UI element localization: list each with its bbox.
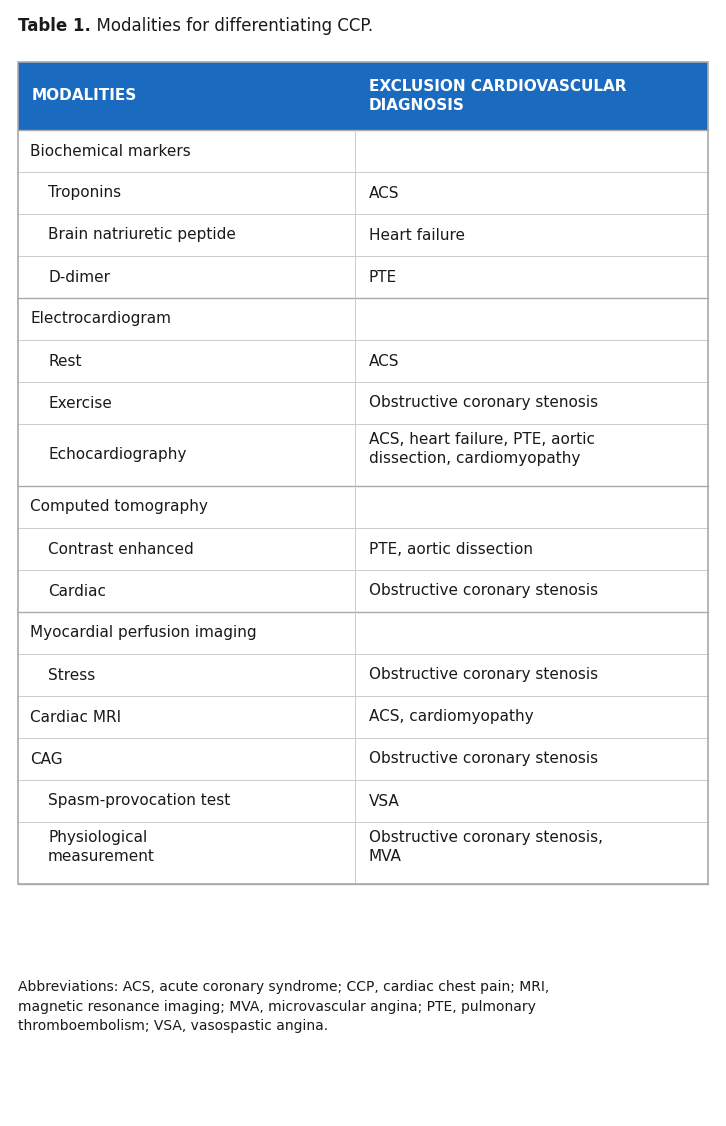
Bar xyxy=(18,62,708,884)
Text: PTE, aortic dissection: PTE, aortic dissection xyxy=(369,542,533,556)
Text: Brain natriuretic peptide: Brain natriuretic peptide xyxy=(48,227,236,242)
Bar xyxy=(18,62,708,129)
Text: Physiological
measurement: Physiological measurement xyxy=(48,830,155,864)
Text: Spasm-provocation test: Spasm-provocation test xyxy=(48,794,230,808)
Text: Contrast enhanced: Contrast enhanced xyxy=(48,542,194,556)
Text: Obstructive coronary stenosis: Obstructive coronary stenosis xyxy=(369,668,598,682)
Text: Obstructive coronary stenosis: Obstructive coronary stenosis xyxy=(369,395,598,411)
Text: Echocardiography: Echocardiography xyxy=(48,447,187,463)
Text: Abbreviations: ACS, acute coronary syndrome; CCP, cardiac chest pain; MRI,
magne: Abbreviations: ACS, acute coronary syndr… xyxy=(18,980,550,1033)
Text: ACS, cardiomyopathy: ACS, cardiomyopathy xyxy=(369,709,534,724)
Text: MODALITIES: MODALITIES xyxy=(32,89,137,104)
Text: Heart failure: Heart failure xyxy=(369,227,465,242)
Text: D-dimer: D-dimer xyxy=(48,269,110,285)
Text: Computed tomography: Computed tomography xyxy=(30,500,208,515)
Text: Exercise: Exercise xyxy=(48,395,112,411)
Text: Modalities for differentiating CCP.: Modalities for differentiating CCP. xyxy=(86,17,373,35)
Text: PTE: PTE xyxy=(369,269,397,285)
Text: EXCLUSION CARDIOVASCULAR
DIAGNOSIS: EXCLUSION CARDIOVASCULAR DIAGNOSIS xyxy=(369,79,627,113)
Text: Obstructive coronary stenosis,
MVA: Obstructive coronary stenosis, MVA xyxy=(369,830,603,864)
Text: CAG: CAG xyxy=(30,751,62,767)
Text: Myocardial perfusion imaging: Myocardial perfusion imaging xyxy=(30,626,256,641)
Text: Biochemical markers: Biochemical markers xyxy=(30,143,191,159)
Text: ACS, heart failure, PTE, aortic
dissection, cardiomyopathy: ACS, heart failure, PTE, aortic dissecti… xyxy=(369,432,595,466)
Text: Cardiac MRI: Cardiac MRI xyxy=(30,709,121,724)
Text: Stress: Stress xyxy=(48,668,95,682)
Text: Electrocardiogram: Electrocardiogram xyxy=(30,312,171,327)
Text: Obstructive coronary stenosis: Obstructive coronary stenosis xyxy=(369,583,598,599)
Text: Cardiac: Cardiac xyxy=(48,583,106,599)
Text: Rest: Rest xyxy=(48,354,81,368)
Text: VSA: VSA xyxy=(369,794,400,808)
Text: Troponins: Troponins xyxy=(48,186,121,200)
Text: ACS: ACS xyxy=(369,354,399,368)
Text: Table 1.: Table 1. xyxy=(18,17,91,35)
Text: Obstructive coronary stenosis: Obstructive coronary stenosis xyxy=(369,751,598,767)
Text: ACS: ACS xyxy=(369,186,399,200)
